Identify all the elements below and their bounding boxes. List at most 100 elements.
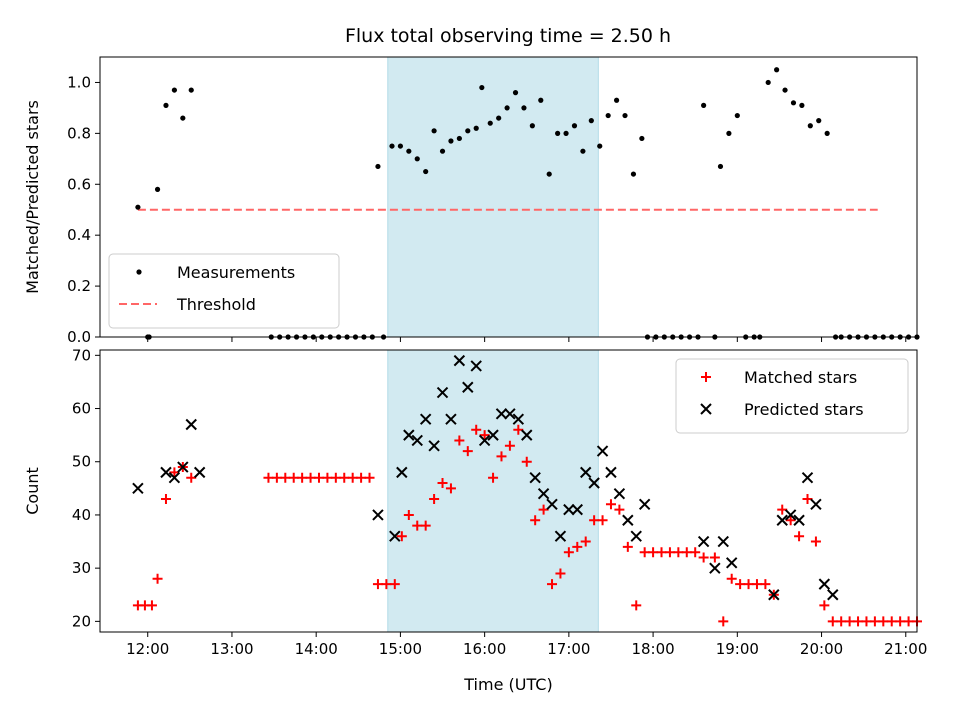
legend-box: [675, 358, 909, 434]
x-tick-label: 21:00: [884, 640, 927, 658]
predicted-star-point: [622, 514, 634, 526]
matched-star-point: [504, 440, 515, 451]
predicted-star-point: [185, 418, 197, 431]
measurement-point: [765, 79, 771, 86]
measurement-point: [782, 87, 788, 93]
y-tick-label: 50: [72, 453, 91, 471]
matched-star-point: [777, 504, 788, 515]
predicted-star-point: [580, 466, 592, 479]
predicted-star-point: [403, 429, 415, 441]
plot-frame: [99, 349, 918, 633]
matched-star-point: [760, 579, 771, 590]
matched-star-point: [462, 446, 473, 457]
matched-star-point: [297, 472, 308, 483]
predicted-star-point: [725, 557, 738, 569]
matched-star-point: [445, 483, 456, 494]
predicted-star-point: [504, 408, 516, 420]
y-tick-label: 40: [72, 506, 91, 524]
predicted-star-point: [428, 440, 440, 452]
matched-star-point: [429, 493, 440, 504]
matched-star-point: [313, 472, 324, 483]
y-tick-label: 1.0: [67, 73, 91, 91]
predicted-star-point: [495, 408, 508, 420]
measurement-point: [546, 171, 552, 177]
predicted-star-point: [453, 354, 466, 367]
predicted-star-point: [537, 487, 550, 500]
matched-star-point: [861, 616, 872, 627]
measurement-point: [423, 168, 429, 175]
measurement-point: [439, 148, 446, 154]
measurement-point: [180, 115, 186, 121]
predicted-star-point: [588, 477, 600, 489]
predicted-star-point: [478, 434, 491, 447]
matched-star-point: [589, 515, 600, 526]
measurement-point: [448, 138, 454, 144]
matched-star-point: [555, 568, 566, 579]
matched-star-point: [330, 472, 341, 483]
measurement-point: [630, 171, 637, 177]
measurement-point: [824, 130, 830, 136]
matched-star-point: [614, 504, 625, 515]
predicted-star-point: [697, 535, 710, 548]
matched-star-point: [563, 547, 574, 558]
predicted-star-point: [389, 530, 401, 542]
y-tick-label: 20: [72, 612, 91, 630]
measurement-point: [397, 143, 404, 149]
bottom-panel: 12:00 13:00 14:00 15:00 16:00 17:00 18:00 19:00…: [23, 346, 927, 694]
predicted-star-point: [462, 381, 474, 393]
legend-x-icon: [700, 403, 712, 415]
x-tick-label: 16:00: [463, 640, 506, 658]
measurement-point: [799, 102, 805, 108]
matched-star-point: [454, 435, 465, 446]
predicted-star-point: [419, 413, 432, 425]
predicted-star-point: [793, 514, 805, 526]
matched-star-point: [648, 547, 659, 558]
predicted-star-point: [193, 466, 206, 479]
measurement-point: [580, 148, 586, 154]
predicted-star-point: [445, 413, 457, 425]
predicted-star-point: [512, 413, 525, 425]
y-tick-label: 0.0: [67, 328, 91, 346]
x-tick-label: 20:00: [800, 640, 843, 658]
matched-star-point: [878, 616, 889, 627]
predicted-star-point: [709, 562, 721, 574]
predicted-star-point: [717, 535, 729, 548]
measurement-point: [816, 118, 822, 124]
measurement-point: [726, 130, 732, 136]
figure-title: Flux total observing time = 2.50 h: [345, 25, 671, 47]
y-tick-label: 0.6: [67, 175, 91, 193]
matched-star-point: [690, 547, 701, 558]
measurement-point: [496, 115, 502, 121]
measurement-point: [171, 87, 178, 93]
matched-star-point: [794, 531, 805, 542]
legend-dot-icon: [136, 269, 142, 275]
matched-star-point: [639, 547, 650, 558]
matched-star-point: [513, 424, 524, 435]
matched-star-point: [664, 547, 675, 558]
matched-star-point: [827, 616, 838, 627]
matched-star-point: [836, 616, 847, 627]
predicted-star-point: [810, 498, 822, 511]
y-tick-label: 60: [72, 400, 91, 418]
measurement-point: [504, 105, 510, 111]
matched-star-point: [726, 573, 737, 584]
predicted-star-point: [776, 514, 788, 526]
matched-star-point: [895, 616, 906, 627]
predicted-star-point: [784, 509, 797, 521]
matched-star-point: [280, 472, 291, 483]
matched-star-point: [356, 472, 367, 483]
legend-label: Predicted stars: [744, 400, 864, 419]
matched-star-point: [605, 499, 616, 510]
predicted-star-point: [613, 487, 626, 500]
measurement-point: [431, 128, 437, 134]
predicted-star-point: [630, 530, 642, 542]
measurement-point: [622, 112, 628, 119]
predicted-star-point: [168, 471, 181, 484]
matched-star-point: [186, 472, 197, 483]
matched-star-point: [471, 424, 482, 435]
matched-star-point: [521, 456, 532, 467]
x-tick-label: 17:00: [547, 640, 590, 658]
matched-star-point: [496, 451, 507, 462]
matched-star-point: [743, 579, 754, 590]
matched-star-point: [420, 520, 431, 531]
